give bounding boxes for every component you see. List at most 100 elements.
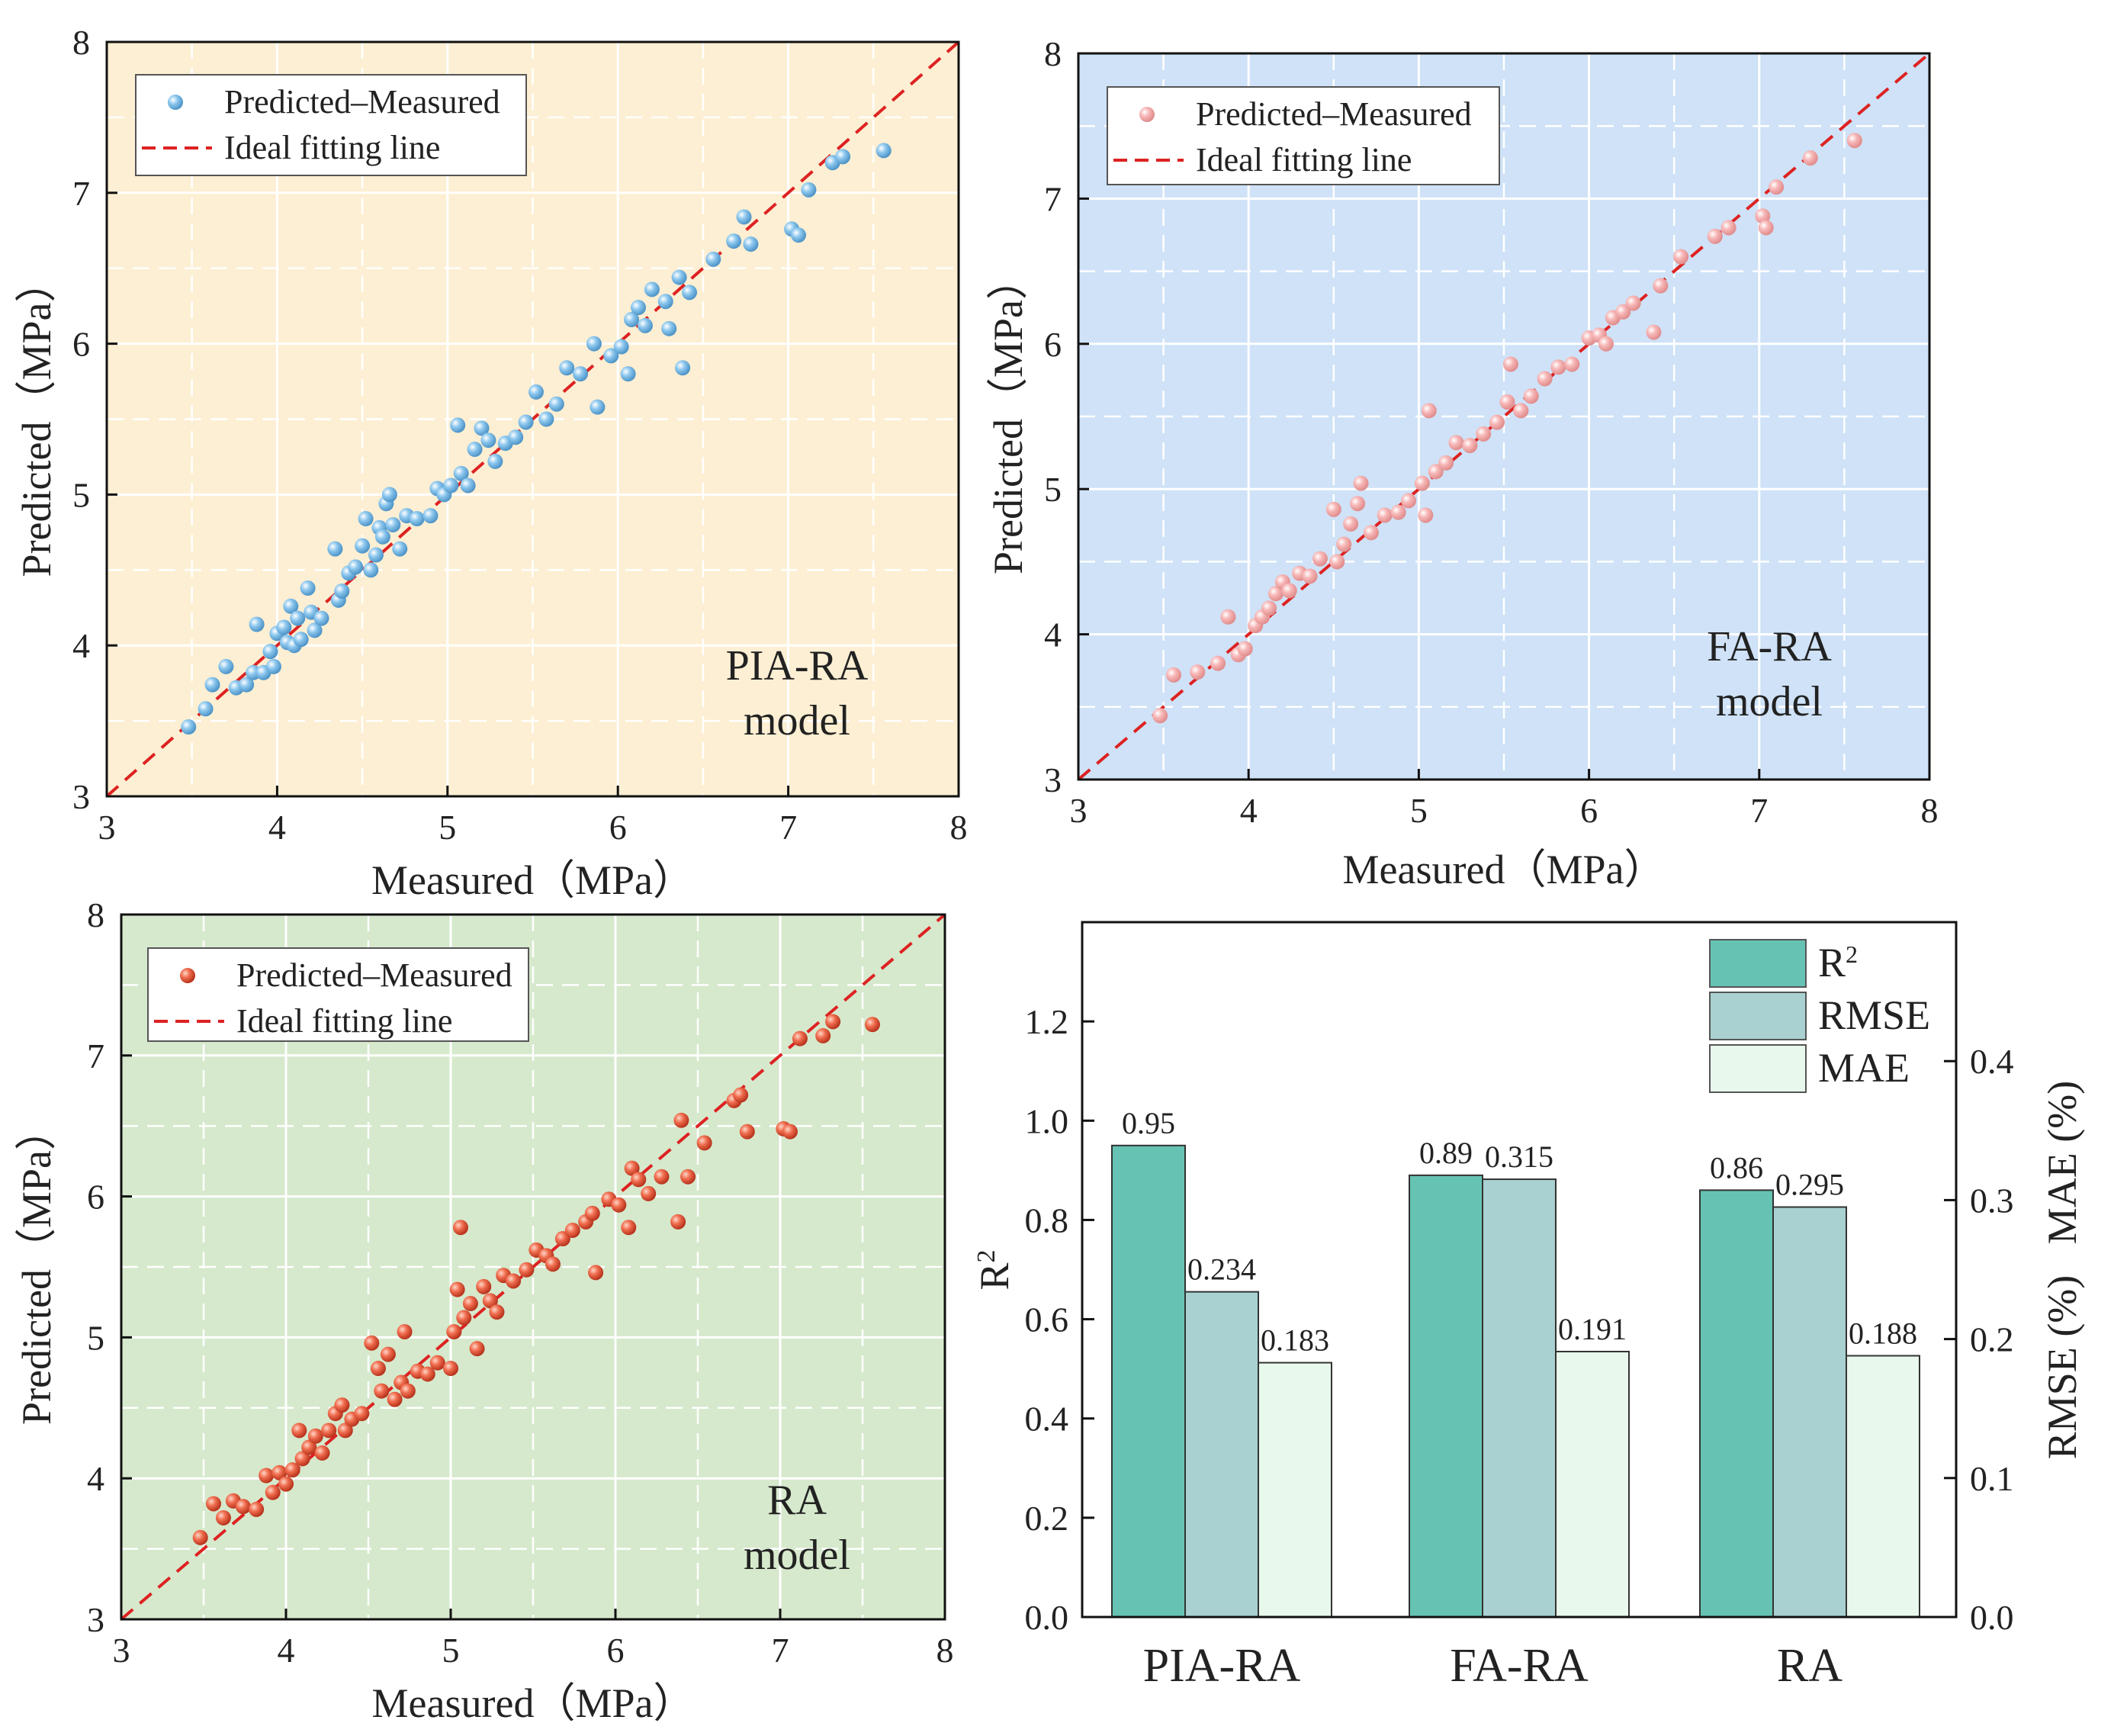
pia-data-point — [835, 149, 851, 165]
pia-data-point — [613, 339, 629, 355]
ra-legend-ideal-line: Ideal fitting line — [236, 1002, 452, 1040]
pia-data-point — [265, 658, 281, 674]
metric-bars: 0.95 0.234 0.183 PIA-RA 0.89 0.315 0.191 FA-RA 0… — [1111, 1106, 1920, 1692]
left-axis-label-base: R — [972, 1262, 1017, 1290]
pia-data-point — [450, 417, 466, 433]
ra-data-point — [825, 1014, 841, 1030]
pia-data-point — [239, 677, 255, 693]
ra-data-point — [374, 1383, 390, 1399]
ra-x-tick-label: 7 — [772, 1631, 789, 1670]
ra-data-point — [864, 1017, 880, 1033]
pia-data-point — [559, 360, 575, 376]
pia-x-tick-label: 5 — [439, 808, 456, 847]
legend-swatch-rmse — [1709, 992, 1807, 1040]
pia-legend-ideal-line: Ideal fitting line — [224, 129, 440, 166]
ra-data-point — [519, 1262, 535, 1278]
ra-data-point — [624, 1160, 640, 1176]
fa-data-point — [1329, 554, 1345, 570]
ra-data-point — [680, 1169, 696, 1185]
bar-right-axis-label: RMSE (%) MAE (%) — [2039, 1081, 2085, 1459]
fa-data-point — [1421, 403, 1437, 419]
fa-data-point — [1401, 493, 1417, 509]
ra-data-point — [294, 1451, 310, 1467]
fa-data-point — [1302, 568, 1318, 584]
ra-data-point — [380, 1346, 396, 1362]
ra-y-tick-label: 6 — [87, 1178, 104, 1217]
category-label: RA — [1777, 1640, 1843, 1692]
fa-data-point — [1165, 667, 1181, 683]
fa-data-point — [1707, 228, 1723, 244]
pia-data-point — [355, 538, 371, 554]
fa-data-point — [1673, 249, 1689, 265]
fa-data-point — [1502, 356, 1518, 372]
pia-data-point — [313, 610, 329, 626]
pia-data-point — [548, 396, 564, 412]
pia-data-point — [487, 453, 503, 469]
fa-legend-predicted-measured: Predicted–Measured — [1196, 95, 1472, 133]
pia-x-tick-label: 3 — [98, 808, 116, 847]
ra-legend-marker — [180, 968, 195, 983]
pia-data-point — [392, 541, 408, 557]
legend-r2-superscript: 2 — [1846, 940, 1858, 968]
pia-y-tick-label: 6 — [72, 325, 90, 364]
pia-grid — [107, 42, 959, 796]
ra-data-point — [696, 1135, 712, 1151]
legend-label-mae: MAE — [1818, 1045, 1910, 1091]
ra-data-point — [259, 1468, 275, 1484]
ra-data-point — [506, 1273, 522, 1289]
pia-y-tick-label: 5 — [72, 475, 90, 514]
fa-x-tick-label: 8 — [1921, 791, 1939, 830]
fa-data-point — [1476, 426, 1492, 442]
pia-data-point — [528, 384, 544, 400]
fa-data-point — [1363, 525, 1379, 541]
bar-left-axis-label: R2 — [972, 1249, 1017, 1290]
ra-data-point — [400, 1383, 416, 1399]
pia-data-point — [283, 598, 299, 614]
ra-data-point — [334, 1397, 350, 1413]
pia-data-point — [453, 465, 469, 481]
ra-model-label-model: model — [744, 1532, 850, 1579]
pia-y-tick-label: 3 — [72, 777, 90, 816]
ra-data-point — [235, 1499, 251, 1515]
ra-data-point — [611, 1197, 627, 1213]
bar-value-label: 0.89 — [1419, 1136, 1473, 1170]
fa-x-tick-label: 7 — [1750, 791, 1768, 830]
left-tick-label: 0.4 — [1025, 1400, 1069, 1439]
fa-data-point — [1390, 504, 1406, 520]
fa-data-point — [1152, 708, 1168, 724]
bar-mae-ra — [1846, 1355, 1920, 1618]
left-tick-label: 0.0 — [1025, 1598, 1069, 1637]
ra-ticks: 33 4 4 5 5 6 6 7 7 8 8 — [87, 895, 954, 1670]
pia-data-point — [726, 233, 742, 249]
fa-legend-marker — [1139, 107, 1155, 122]
pia-data-point — [603, 348, 619, 364]
ra-data-point — [321, 1423, 337, 1439]
fa-data-point — [1598, 336, 1614, 352]
ra-y-axis-label: Predicted（MPa） — [14, 1109, 59, 1425]
pia-data-point — [631, 300, 647, 316]
pia-data-point — [590, 399, 606, 415]
ra-data-point — [446, 1324, 462, 1340]
left-tick-label: 1.0 — [1025, 1101, 1069, 1140]
pia-y-axis-label: Predicted（MPa） — [14, 262, 59, 577]
ra-data-point — [265, 1484, 281, 1500]
fa-y-tick-label: 3 — [1044, 760, 1062, 799]
ra-data-point — [588, 1265, 604, 1281]
pia-data-point — [181, 719, 197, 735]
ra-data-point — [654, 1169, 670, 1185]
bar-value-label: 0.95 — [1122, 1106, 1175, 1140]
bar-mae-pia-ra — [1258, 1361, 1332, 1618]
fa-data-point — [1220, 609, 1236, 625]
left-tick-label: 0.8 — [1025, 1201, 1069, 1239]
bar-r-pia-ra — [1111, 1144, 1186, 1618]
fa-ticks: 33 4 4 5 5 6 6 7 7 8 8 — [1044, 34, 1939, 830]
pia-data-point — [363, 562, 379, 578]
fa-x-tick-label: 5 — [1410, 791, 1428, 830]
fa-data-point — [1513, 403, 1529, 419]
ra-x-tick-label: 3 — [113, 1631, 130, 1670]
pia-legend-predicted-measured: Predicted–Measured — [224, 83, 500, 121]
ra-data-point — [673, 1112, 689, 1128]
pia-data-point — [358, 511, 374, 527]
ra-y-tick-label: 5 — [87, 1318, 104, 1357]
fa-data-point — [1350, 496, 1366, 512]
